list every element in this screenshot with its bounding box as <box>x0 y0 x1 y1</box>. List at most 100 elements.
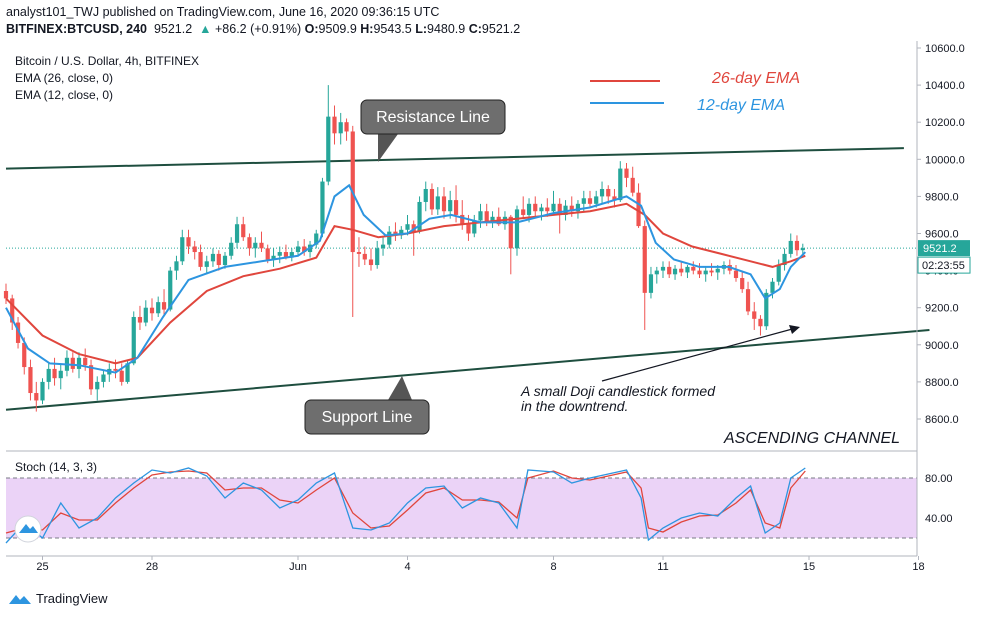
candle-body <box>429 188 435 210</box>
candle-body <box>34 393 39 401</box>
candle-body <box>575 203 581 212</box>
price-tick-label: 10400.0 <box>925 80 965 92</box>
candle-body <box>569 205 574 212</box>
candle-body <box>691 266 696 271</box>
stoch-d-line <box>5 470 806 534</box>
candle-body <box>667 266 672 275</box>
candle-body <box>703 270 708 275</box>
time-tick-label: 25 <box>36 561 48 573</box>
candle-body <box>156 302 161 314</box>
candle-body <box>733 270 739 279</box>
candle-body <box>545 207 550 212</box>
candle-body <box>113 368 118 371</box>
candle-body <box>46 368 51 382</box>
candle-body <box>782 253 787 266</box>
candle-body <box>599 188 605 197</box>
price-tick-label: 9200.0 <box>925 303 959 315</box>
tradingview-logo-icon <box>9 594 31 604</box>
low-value: 9480.9 <box>427 22 466 36</box>
candle-body <box>697 270 702 275</box>
price-tick-label: 9000.0 <box>925 340 959 352</box>
candle-body <box>186 237 191 247</box>
candle-body <box>478 211 483 221</box>
candle-body <box>679 268 684 273</box>
candle-body <box>794 240 800 251</box>
legend-ema26: EMA (26, close, 0) <box>15 71 114 85</box>
candle-body <box>283 252 289 258</box>
tradingview-footer[interactable]: TradingView <box>8 591 108 606</box>
time-tick-label: 8 <box>550 561 556 573</box>
resistance-callout-label: Resistance Line <box>376 109 490 126</box>
candle-body <box>393 231 398 236</box>
candle-body <box>125 363 130 382</box>
candle-body <box>715 268 720 273</box>
resistance-line <box>5 147 904 170</box>
candle-body <box>70 357 75 369</box>
candle-body <box>399 229 404 236</box>
candle-body <box>508 216 513 249</box>
annotations: 26-day EMA 12-day EMA Resistance Line Suppo… <box>14 70 900 543</box>
symbol-label: BITFINEX:BTCUSD, 240 <box>6 22 147 36</box>
candle-body <box>642 226 647 293</box>
candle-body <box>88 365 94 390</box>
symbol-quote-line: BITFINEX:BTCUSD, 240 9521.2 ▲ +86.2 (+0.… <box>6 22 520 36</box>
candle-body <box>289 252 294 258</box>
candle-body <box>302 246 307 253</box>
candle-body <box>490 216 495 223</box>
candle-body <box>453 200 459 215</box>
change-arrow-icon: ▲ <box>199 22 212 36</box>
time-tick-label: 15 <box>803 561 815 573</box>
candle-body <box>411 224 416 232</box>
time-badge-text: 02:23:55 <box>922 260 965 272</box>
candle-body <box>423 188 428 202</box>
doji-arrow-head <box>789 325 800 334</box>
candle-body <box>149 307 155 314</box>
open-label: O: <box>304 22 319 36</box>
candle-body <box>636 192 641 227</box>
candle-body <box>764 292 769 327</box>
candle-body <box>362 253 367 260</box>
candle-body <box>101 374 106 382</box>
candle-body <box>551 203 556 212</box>
candle-body <box>654 270 659 275</box>
time-badge <box>917 256 971 274</box>
price-badge-text: 9521.2 <box>923 243 957 255</box>
doji-arrow-line <box>601 327 797 382</box>
candle-body <box>222 255 228 266</box>
candle-body <box>247 237 252 249</box>
tv-watermark-glyph <box>19 524 38 533</box>
trend-lines <box>5 147 930 411</box>
candle-body <box>533 203 538 212</box>
time-tick-label: 28 <box>146 561 158 573</box>
candle-body <box>435 196 440 210</box>
candle-body <box>52 368 57 379</box>
publisher-line: analyst101_TWJ published on TradingView.… <box>6 5 440 19</box>
channel-label: ASCENDING CHANNEL <box>723 430 900 447</box>
candle-body <box>265 248 270 260</box>
stoch-tick-label: 80.00 <box>925 473 953 485</box>
high-label: H: <box>360 22 374 36</box>
candle-body <box>526 203 532 215</box>
candle-body <box>740 278 745 290</box>
low-label: L: <box>415 22 427 36</box>
candle-body <box>204 261 209 267</box>
candle-body <box>624 168 629 178</box>
ema12-legend-label: 12-day EMA <box>697 97 785 114</box>
candle-body <box>380 244 386 249</box>
candle-body <box>314 233 319 245</box>
support-line <box>5 328 930 411</box>
price-tick-label: 10200.0 <box>925 117 965 129</box>
candle-body <box>216 253 221 266</box>
doji-note-line2: in the downtrend. <box>521 398 628 414</box>
candle-body <box>161 302 167 310</box>
candle-body <box>22 342 27 368</box>
close-value: 9521.2 <box>481 22 521 36</box>
candle-body <box>253 242 258 249</box>
candle-body <box>606 188 611 197</box>
candle-body <box>752 311 757 319</box>
candle-body <box>448 200 453 212</box>
candle-body <box>356 252 362 254</box>
candle-body <box>10 298 15 323</box>
candle-body <box>229 242 234 256</box>
